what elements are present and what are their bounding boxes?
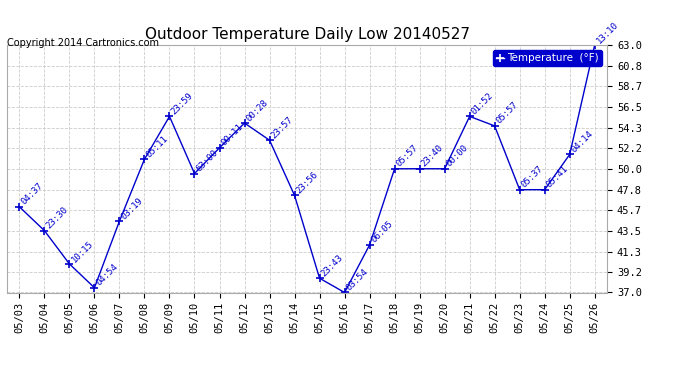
Temperature  (°F) xyxy=(240,121,248,125)
Text: 23:59: 23:59 xyxy=(170,91,195,116)
Temperature  (°F) xyxy=(166,114,174,118)
Text: 05:37: 05:37 xyxy=(520,164,545,190)
Temperature  (°F) xyxy=(290,193,299,198)
Text: 03:54: 03:54 xyxy=(344,267,370,292)
Text: 04:37: 04:37 xyxy=(19,182,45,207)
Temperature  (°F) xyxy=(366,243,374,247)
Text: 13:10: 13:10 xyxy=(595,20,620,45)
Text: 03:19: 03:19 xyxy=(119,196,145,221)
Temperature  (°F) xyxy=(215,146,224,150)
Temperature  (°F) xyxy=(140,157,148,162)
Temperature  (°F) xyxy=(15,205,23,209)
Temperature  (°F) xyxy=(40,228,48,233)
Temperature  (°F) xyxy=(266,138,274,142)
Text: 06:05: 06:05 xyxy=(370,219,395,245)
Text: 23:57: 23:57 xyxy=(270,115,295,140)
Temperature  (°F) xyxy=(391,166,399,171)
Temperature  (°F) xyxy=(415,166,424,171)
Temperature  (°F) xyxy=(90,285,99,290)
Temperature  (°F) xyxy=(66,262,74,266)
Text: 63:00: 63:00 xyxy=(195,148,220,174)
Title: Outdoor Temperature Daily Low 20140527: Outdoor Temperature Daily Low 20140527 xyxy=(144,27,470,42)
Temperature  (°F) xyxy=(466,114,474,118)
Text: 23:40: 23:40 xyxy=(420,143,445,169)
Text: 04:54: 04:54 xyxy=(95,262,120,288)
Temperature  (°F) xyxy=(340,290,348,295)
Text: 01:52: 01:52 xyxy=(470,91,495,116)
Text: 23:56: 23:56 xyxy=(295,170,320,195)
Temperature  (°F) xyxy=(540,188,549,192)
Text: 10:15: 10:15 xyxy=(70,238,95,264)
Temperature  (°F) xyxy=(591,43,599,47)
Text: 04:14: 04:14 xyxy=(570,129,595,154)
Text: 00:11: 00:11 xyxy=(219,123,245,148)
Temperature  (°F) xyxy=(190,171,199,176)
Temperature  (°F) xyxy=(115,219,124,224)
Text: 00:28: 00:28 xyxy=(244,98,270,123)
Temperature  (°F) xyxy=(491,124,499,128)
Temperature  (°F) xyxy=(566,152,574,157)
Legend: Temperature  (°F): Temperature (°F) xyxy=(493,50,602,66)
Text: 23:43: 23:43 xyxy=(319,253,345,278)
Text: 05:57: 05:57 xyxy=(395,143,420,169)
Text: 05:41: 05:41 xyxy=(544,164,570,190)
Text: 05:11: 05:11 xyxy=(144,134,170,159)
Line: Temperature  (°F): Temperature (°F) xyxy=(15,41,599,297)
Text: 05:57: 05:57 xyxy=(495,100,520,126)
Temperature  (°F) xyxy=(315,276,324,280)
Text: 00:00: 00:00 xyxy=(444,143,470,169)
Text: 23:30: 23:30 xyxy=(44,205,70,231)
Text: Copyright 2014 Cartronics.com: Copyright 2014 Cartronics.com xyxy=(7,38,159,48)
Temperature  (°F) xyxy=(515,188,524,192)
Temperature  (°F) xyxy=(440,166,449,171)
